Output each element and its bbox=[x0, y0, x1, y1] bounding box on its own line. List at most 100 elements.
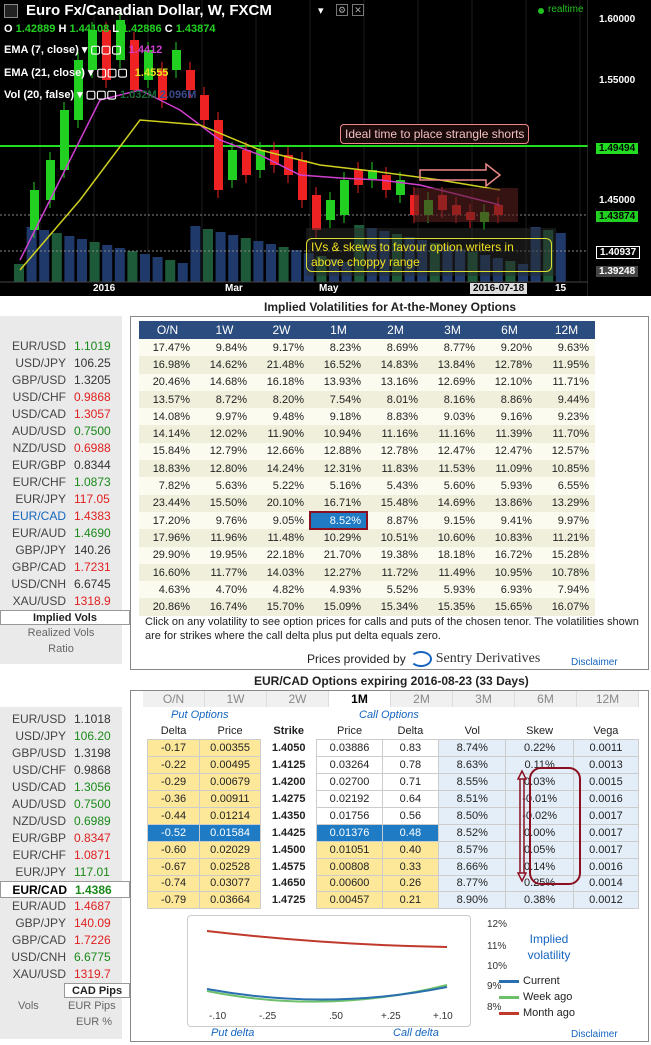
rate-row[interactable]: USD/CHF 0.9868 bbox=[0, 389, 122, 406]
iv-cell[interactable]: 15.50% bbox=[196, 494, 253, 512]
iv-cell[interactable]: 9.20% bbox=[481, 339, 538, 357]
option-cell[interactable]: 8.74% bbox=[438, 739, 507, 758]
vol-legend[interactable]: Vol (20, false) ▾ ▢▢▢ 1.032M 2.096M bbox=[4, 89, 197, 101]
option-cell[interactable]: 0.0016 bbox=[572, 790, 640, 808]
iv-cell[interactable]: 12.57% bbox=[538, 442, 595, 461]
option-cell[interactable]: 0.26 bbox=[381, 874, 440, 893]
option-cell[interactable]: 1.4575 bbox=[260, 858, 317, 876]
option-cell[interactable]: 0.0013 bbox=[572, 756, 640, 775]
iv-cell[interactable]: 11.39% bbox=[481, 425, 538, 443]
iv-cell[interactable]: 9.05% bbox=[253, 511, 310, 530]
rate-row[interactable]: GBP/CAD 1.7231 bbox=[0, 559, 122, 576]
iv-cell[interactable]: 12.47% bbox=[481, 442, 538, 461]
iv-cell[interactable]: 11.16% bbox=[424, 425, 481, 443]
iv-cell[interactable]: 17.20% bbox=[139, 511, 196, 530]
option-cell[interactable]: 0.21 bbox=[381, 891, 440, 910]
iv-cell[interactable]: 16.72% bbox=[481, 546, 538, 564]
iv-cell[interactable]: 18.83% bbox=[139, 460, 196, 478]
iv-cell[interactable]: 5.93% bbox=[424, 581, 481, 599]
iv-cell[interactable]: 11.95% bbox=[538, 356, 595, 374]
option-cell[interactable]: 1.4650 bbox=[260, 875, 317, 892]
chart-title[interactable]: Euro Fx/Canadian Dollar, W, FXCM bbox=[26, 2, 272, 19]
option-row[interactable]: -0.29 0.00679 1.4200 0.02700 0.71 8.55% 0.03% 0… bbox=[146, 773, 640, 792]
iv-cell[interactable]: 9.63% bbox=[538, 339, 595, 357]
option-cell[interactable]: 0.03077 bbox=[199, 874, 261, 893]
eur-pct-label[interactable]: EUR % bbox=[76, 1016, 113, 1028]
iv-cell[interactable]: 9.97% bbox=[538, 511, 595, 530]
chart-menu-icon[interactable] bbox=[4, 4, 18, 18]
tab-implied-vols[interactable]: Implied Vols bbox=[0, 610, 130, 625]
iv-cell[interactable]: 7.94% bbox=[538, 581, 595, 599]
iv-cell[interactable]: 14.14% bbox=[139, 425, 196, 443]
rate-row[interactable]: GBP/JPY 140.26 bbox=[0, 542, 122, 559]
tenor-tab[interactable]: 12M bbox=[577, 691, 639, 707]
option-cell[interactable]: 0.01584 bbox=[199, 823, 261, 842]
iv-cell[interactable]: 13.84% bbox=[424, 356, 481, 374]
option-cell[interactable]: 0.38% bbox=[505, 891, 574, 910]
iv-cell[interactable]: 9.23% bbox=[538, 408, 595, 426]
rate-row[interactable]: XAU/USD 1318.9 bbox=[0, 593, 122, 610]
option-cell[interactable]: 0.00911 bbox=[199, 790, 261, 808]
iv-cell[interactable]: 8.69% bbox=[367, 339, 424, 357]
option-cell[interactable]: 8.51% bbox=[438, 790, 507, 808]
iv-cell[interactable]: 9.17% bbox=[253, 339, 310, 357]
option-cell[interactable]: -0.67 bbox=[146, 857, 201, 876]
option-cell[interactable]: 0.00495 bbox=[199, 756, 261, 775]
iv-cell[interactable]: 10.95% bbox=[481, 563, 538, 582]
iv-cell[interactable]: 12.78% bbox=[481, 356, 538, 374]
iv-cell[interactable]: 13.93% bbox=[310, 373, 367, 391]
cad-pips-tab[interactable]: CAD Pips bbox=[64, 983, 130, 998]
iv-cell[interactable]: 5.22% bbox=[253, 477, 310, 495]
option-cell[interactable]: 0.05% bbox=[505, 840, 574, 859]
iv-cell[interactable]: 8.01% bbox=[367, 390, 424, 409]
option-cell[interactable]: 0.01214 bbox=[199, 806, 261, 825]
iv-cell[interactable]: 10.78% bbox=[538, 563, 595, 582]
option-row[interactable]: -0.79 0.03664 1.4725 0.00457 0.21 8.90% 0.38% 0… bbox=[146, 891, 640, 910]
option-cell[interactable]: -0.52 bbox=[146, 823, 201, 842]
iv-cell[interactable]: 11.83% bbox=[367, 460, 424, 478]
option-cell[interactable]: 1.4350 bbox=[260, 807, 317, 825]
iv-cell[interactable]: 11.71% bbox=[538, 373, 595, 391]
iv-cell[interactable]: 9.18% bbox=[310, 408, 367, 426]
option-cell[interactable]: -0.22 bbox=[146, 756, 201, 775]
rate-row[interactable]: EUR/GBP 0.8347 bbox=[0, 830, 122, 847]
tenor-tab[interactable]: 1M bbox=[329, 691, 391, 707]
iv-cell[interactable]: 8.86% bbox=[481, 390, 538, 409]
rate-row[interactable]: EUR/AUD 1.4690 bbox=[0, 525, 122, 542]
iv-cell[interactable]: 8.23% bbox=[310, 339, 367, 357]
option-row[interactable]: -0.17 0.00355 1.4050 0.03886 0.83 8.74% 0.22% 0… bbox=[146, 739, 640, 758]
option-cell[interactable]: 8.63% bbox=[438, 756, 507, 775]
option-cell[interactable]: 0.0014 bbox=[572, 874, 640, 893]
rate-row[interactable]: EUR/GBP 0.8344 bbox=[0, 457, 122, 474]
iv-cell[interactable]: 5.43% bbox=[367, 477, 424, 495]
option-cell[interactable]: 0.02029 bbox=[199, 840, 261, 859]
tenor-tab[interactable]: 6M bbox=[515, 691, 577, 707]
option-cell[interactable]: 0.01376 bbox=[316, 823, 383, 842]
iv-cell[interactable]: 7.82% bbox=[139, 477, 196, 495]
iv-cell[interactable]: 16.60% bbox=[139, 563, 196, 582]
option-cell[interactable]: 1.4275 bbox=[260, 790, 317, 808]
rate-row[interactable]: EUR/JPY 117.01 bbox=[0, 864, 122, 881]
iv-cell[interactable]: 12.80% bbox=[196, 460, 253, 478]
option-cell[interactable]: 0.02528 bbox=[199, 857, 261, 876]
ema7-legend[interactable]: EMA (7, close) ▾ ▢▢▢ 1.4412 bbox=[4, 44, 163, 56]
option-cell[interactable]: 0.00355 bbox=[199, 739, 261, 758]
tab-ratio[interactable]: Ratio bbox=[48, 643, 74, 655]
rate-row[interactable]: AUD/USD 0.7500 bbox=[0, 423, 122, 440]
option-row[interactable]: -0.52 0.01584 1.4425 0.01376 0.48 8.52% 0.00% 0… bbox=[146, 823, 640, 842]
vols-label[interactable]: Vols bbox=[18, 1000, 39, 1012]
tenor-tab[interactable]: 1W bbox=[205, 691, 267, 707]
iv-cell[interactable]: 15.34% bbox=[367, 598, 424, 616]
iv-cell[interactable]: 8.20% bbox=[253, 390, 310, 409]
option-cell[interactable]: 0.03% bbox=[505, 773, 574, 792]
iv-cell[interactable]: 8.83% bbox=[367, 408, 424, 426]
rate-row[interactable]: NZD/USD 0.6988 bbox=[0, 440, 122, 457]
disclaimer-link[interactable]: Disclaimer bbox=[571, 657, 618, 668]
iv-cell[interactable]: 7.54% bbox=[310, 390, 367, 409]
iv-cell[interactable]: 14.69% bbox=[424, 494, 481, 512]
option-cell[interactable]: 1.4125 bbox=[260, 756, 317, 774]
iv-cell[interactable]: 20.10% bbox=[253, 494, 310, 512]
iv-cell[interactable]: 12.66% bbox=[253, 442, 310, 461]
option-cell[interactable]: -0.79 bbox=[146, 891, 201, 910]
option-cell[interactable]: -0.60 bbox=[146, 840, 201, 859]
